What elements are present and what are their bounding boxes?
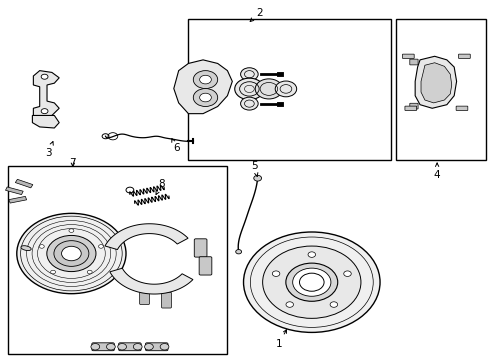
Circle shape bbox=[240, 68, 258, 81]
Circle shape bbox=[87, 270, 92, 274]
FancyBboxPatch shape bbox=[402, 54, 413, 58]
Polygon shape bbox=[9, 196, 26, 203]
Text: 7: 7 bbox=[69, 158, 76, 168]
Text: 5: 5 bbox=[250, 161, 257, 176]
Circle shape bbox=[253, 175, 261, 181]
Circle shape bbox=[54, 241, 89, 266]
Circle shape bbox=[47, 235, 96, 271]
Circle shape bbox=[133, 343, 142, 350]
Text: 1: 1 bbox=[275, 330, 286, 349]
Circle shape bbox=[240, 97, 258, 110]
Polygon shape bbox=[420, 63, 451, 103]
Polygon shape bbox=[33, 71, 59, 117]
Circle shape bbox=[275, 81, 296, 97]
FancyBboxPatch shape bbox=[145, 343, 167, 351]
FancyBboxPatch shape bbox=[199, 257, 211, 275]
Bar bbox=[395, 19, 485, 160]
Circle shape bbox=[262, 246, 360, 318]
FancyBboxPatch shape bbox=[404, 106, 416, 111]
Polygon shape bbox=[105, 224, 188, 249]
Circle shape bbox=[144, 343, 153, 350]
FancyBboxPatch shape bbox=[161, 292, 171, 308]
Text: 3: 3 bbox=[45, 141, 53, 158]
Circle shape bbox=[41, 74, 48, 79]
FancyBboxPatch shape bbox=[409, 103, 417, 109]
Circle shape bbox=[255, 79, 282, 99]
FancyBboxPatch shape bbox=[92, 343, 114, 351]
Polygon shape bbox=[5, 187, 23, 195]
Text: 2: 2 bbox=[250, 8, 262, 22]
Circle shape bbox=[39, 245, 44, 248]
FancyBboxPatch shape bbox=[140, 289, 149, 305]
Circle shape bbox=[199, 75, 211, 84]
Circle shape bbox=[343, 271, 350, 276]
Circle shape bbox=[235, 249, 241, 254]
Bar bbox=[8, 166, 227, 354]
Circle shape bbox=[118, 343, 126, 350]
Circle shape bbox=[106, 343, 115, 350]
Bar bbox=[188, 19, 390, 160]
Circle shape bbox=[243, 232, 379, 332]
Circle shape bbox=[272, 271, 279, 276]
Circle shape bbox=[41, 109, 48, 114]
Polygon shape bbox=[110, 268, 193, 294]
FancyBboxPatch shape bbox=[119, 343, 141, 351]
Polygon shape bbox=[173, 60, 232, 114]
Text: 6: 6 bbox=[171, 139, 179, 153]
Circle shape bbox=[193, 71, 217, 89]
FancyBboxPatch shape bbox=[458, 54, 469, 58]
Polygon shape bbox=[414, 56, 456, 108]
Circle shape bbox=[285, 263, 337, 301]
FancyBboxPatch shape bbox=[455, 106, 467, 111]
Circle shape bbox=[329, 302, 337, 307]
Circle shape bbox=[99, 245, 103, 248]
Circle shape bbox=[69, 229, 74, 233]
Text: 8: 8 bbox=[156, 179, 164, 194]
Circle shape bbox=[17, 213, 126, 294]
Text: 4: 4 bbox=[433, 163, 440, 180]
Circle shape bbox=[307, 252, 315, 257]
Circle shape bbox=[160, 343, 168, 350]
Polygon shape bbox=[32, 116, 59, 128]
Circle shape bbox=[51, 270, 56, 274]
Circle shape bbox=[193, 89, 217, 107]
Polygon shape bbox=[15, 179, 33, 188]
Circle shape bbox=[292, 268, 330, 296]
Circle shape bbox=[285, 302, 293, 307]
Circle shape bbox=[234, 78, 264, 100]
Circle shape bbox=[61, 246, 81, 261]
FancyBboxPatch shape bbox=[194, 239, 206, 257]
Circle shape bbox=[91, 343, 100, 350]
Ellipse shape bbox=[21, 246, 31, 251]
Circle shape bbox=[299, 273, 324, 291]
FancyBboxPatch shape bbox=[409, 59, 417, 65]
Circle shape bbox=[199, 93, 211, 102]
